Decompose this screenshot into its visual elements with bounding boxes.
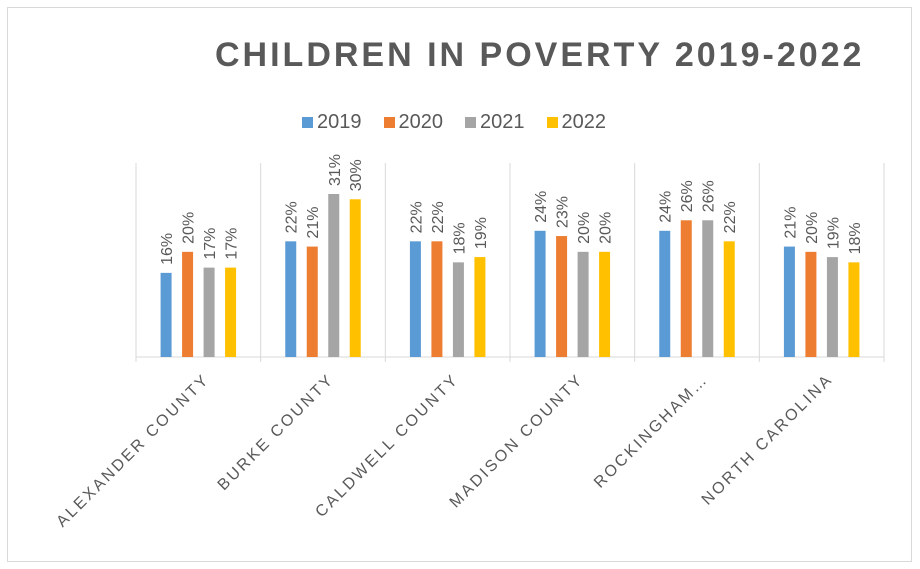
data-label: 16% bbox=[159, 233, 176, 265]
data-label: 17% bbox=[224, 228, 241, 260]
legend-swatch bbox=[302, 117, 313, 128]
bar-2022 bbox=[474, 257, 486, 357]
legend-item-2019: 2019 bbox=[302, 111, 362, 134]
data-label: 23% bbox=[555, 196, 572, 228]
category-label: ALEXANDER COUNTY bbox=[53, 371, 213, 531]
legend-item-2020: 2020 bbox=[383, 111, 444, 134]
data-label: 31% bbox=[327, 154, 344, 186]
bar-2020 bbox=[431, 241, 443, 357]
bar-2020 bbox=[680, 220, 692, 357]
bar-2021 bbox=[577, 251, 589, 357]
legend-swatch bbox=[465, 117, 476, 128]
legend-label: 2020 bbox=[398, 111, 444, 133]
data-label: 18% bbox=[847, 222, 864, 254]
category-label: MADISON COUNTY bbox=[447, 371, 587, 511]
legend-item-2021: 2021 bbox=[465, 111, 525, 134]
data-label: 19% bbox=[473, 217, 490, 249]
legend-label: 2019 bbox=[317, 111, 362, 133]
data-label: 20% bbox=[181, 212, 198, 244]
legend-item-2022: 2022 bbox=[546, 111, 607, 134]
data-label: 30% bbox=[348, 159, 365, 191]
legend-swatch bbox=[383, 117, 395, 128]
bar-2020 bbox=[306, 246, 318, 357]
bar-2022 bbox=[599, 251, 611, 357]
data-label: 22% bbox=[430, 201, 447, 233]
bar-2020 bbox=[182, 251, 194, 357]
bar-2019 bbox=[409, 241, 421, 357]
bar-2021 bbox=[702, 220, 714, 357]
legend-label: 2022 bbox=[561, 111, 607, 133]
data-label: 20% bbox=[804, 212, 821, 244]
data-label: 21% bbox=[305, 207, 322, 239]
data-label: 22% bbox=[722, 201, 739, 233]
bar-2022 bbox=[349, 199, 361, 357]
data-label: 20% bbox=[576, 212, 593, 244]
bar-2021 bbox=[203, 267, 215, 357]
bar-2019 bbox=[659, 230, 671, 357]
bar-2022 bbox=[848, 262, 860, 357]
legend: 2019 2020 2021 2022 bbox=[302, 111, 606, 134]
bar-2019 bbox=[534, 230, 546, 357]
bar-2021 bbox=[452, 262, 464, 357]
bar-2020 bbox=[805, 251, 817, 357]
data-label: 21% bbox=[782, 207, 799, 239]
bar-2019 bbox=[160, 272, 172, 357]
bar-2019 bbox=[285, 241, 297, 357]
data-label: 19% bbox=[825, 217, 842, 249]
category-label: ROCKINGHAM… bbox=[591, 371, 712, 492]
data-label: 24% bbox=[533, 191, 550, 223]
data-label: 18% bbox=[451, 222, 468, 254]
data-label: 24% bbox=[658, 191, 675, 223]
data-label: 26% bbox=[701, 180, 718, 212]
legend-swatch bbox=[546, 117, 558, 128]
category-label: NORTH CAROLINA bbox=[699, 371, 837, 509]
bar-2021 bbox=[826, 257, 838, 357]
category-label: BURKE COUNTY bbox=[215, 371, 338, 494]
bar-2022 bbox=[225, 267, 237, 357]
bar-2021 bbox=[328, 194, 340, 357]
data-label: 22% bbox=[408, 201, 425, 233]
data-label: 17% bbox=[202, 228, 219, 260]
data-label: 22% bbox=[284, 201, 301, 233]
bar-2019 bbox=[783, 246, 795, 357]
data-label: 26% bbox=[679, 180, 696, 212]
data-label: 20% bbox=[598, 212, 615, 244]
bar-2020 bbox=[556, 236, 568, 357]
category-label: CALDWELL COUNTY bbox=[312, 371, 462, 521]
chart-title: CHILDREN IN POVERTY 2019-2022 bbox=[215, 36, 865, 74]
bar-2022 bbox=[723, 241, 735, 357]
legend-label: 2021 bbox=[480, 111, 525, 133]
